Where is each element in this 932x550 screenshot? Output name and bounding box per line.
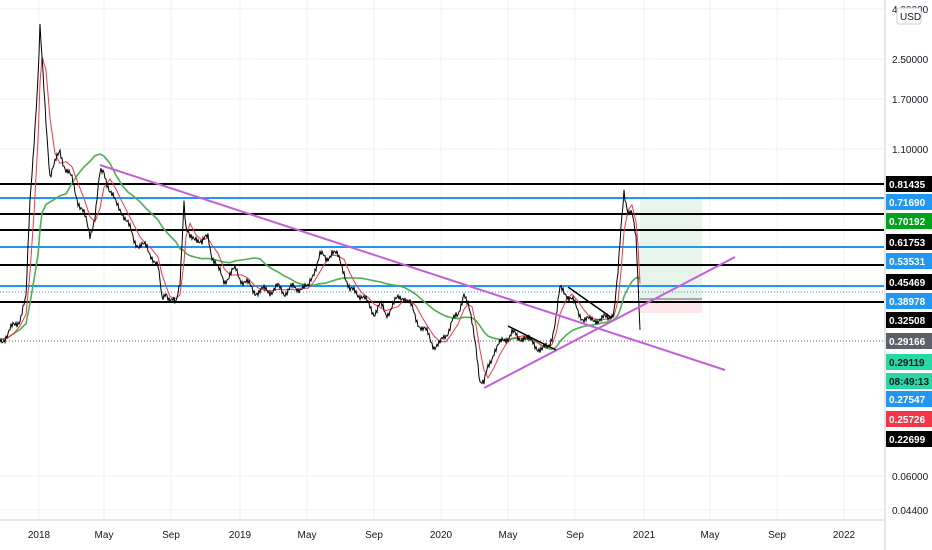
price-tag-bg-5: [886, 274, 932, 290]
price-tag-12: 0.25726: [889, 415, 926, 426]
price-tag-bg-6: [886, 293, 932, 309]
price-tag-11: 0.27547: [889, 395, 926, 406]
price-tag-bg-7: [886, 312, 932, 328]
time-axis-tick-9: 2021: [633, 530, 656, 541]
currency-badge-box: [896, 7, 922, 25]
price-tag-7: 0.32508: [889, 316, 926, 327]
horizontal-levels: [0, 183, 884, 342]
price-tag-13: 0.22699: [889, 435, 926, 446]
price-tag-bg-2: [886, 213, 932, 229]
price-tag-bg-12: [886, 411, 932, 427]
price-tag-bg-13: [886, 431, 932, 447]
time-axis-tick-7: May: [499, 530, 518, 541]
price-tag-5: 0.45469: [889, 278, 926, 289]
price-tag-9: 0.29119: [889, 358, 925, 369]
currency-badge[interactable]: USD: [896, 7, 922, 25]
time-axis-tick-5: Sep: [365, 530, 383, 541]
price-axis-tick-5: 0.04400: [892, 506, 929, 517]
price-axis-tick-4: 0.06000: [892, 472, 929, 483]
time-axis-tick-4: May: [298, 530, 317, 541]
price-tag-10: 08:49:13: [889, 377, 929, 388]
price-line: [0, 23, 641, 385]
currency-label: USD: [900, 12, 921, 23]
price-tag-bg-0: [886, 176, 932, 192]
price-tag-bg-8: [886, 333, 932, 349]
price-axis-tick-3: 1.10000: [892, 145, 929, 156]
price-tag-0: 0.81435: [889, 180, 926, 191]
price-tag-bg-4: [886, 253, 932, 269]
price-tag-4: 0.53531: [889, 257, 926, 268]
trendlines: [99, 164, 736, 389]
trendline-descending: [99, 164, 726, 371]
time-axis-tick-1: May: [95, 530, 114, 541]
price-tag-1: 0.71690: [889, 198, 926, 209]
ema-fast-line: [0, 56, 641, 379]
time-axis-tick-12: 2022: [833, 530, 856, 541]
price-tag-bg-3: [886, 234, 932, 250]
trendline-small-2: [567, 286, 613, 319]
price-series: [0, 23, 641, 385]
time-axis-tick-2: Sep: [162, 530, 180, 541]
time-axis-tick-10: May: [701, 530, 720, 541]
price-tag-2: 0.70192: [889, 217, 926, 228]
ema-slow-line: [0, 153, 641, 351]
time-axis-tick-8: Sep: [566, 530, 584, 541]
time-axis-tick-0: 2018: [28, 530, 51, 541]
time-axis-tick-3: 2019: [229, 530, 252, 541]
trendline-small-1: [507, 325, 557, 351]
price-tag-bg-10: [886, 373, 932, 389]
time-axis-tick-6: 2020: [430, 530, 453, 541]
time-axis[interactable]: 2018 May Sep 2019 May Sep 2020 May Sep 2021 May Sep…: [28, 530, 856, 541]
price-tag-bg-11: [886, 391, 932, 407]
price-tag-bg-1: [886, 194, 932, 210]
price-axis[interactable]: 4.000002.500001.700001.100000.060000.044…: [886, 5, 932, 517]
time-axis-tick-11: Sep: [768, 530, 786, 541]
price-tag-8: 0.29166: [889, 337, 926, 348]
trendline-ascending: [483, 256, 736, 389]
price-tag-bg-9: [886, 354, 932, 370]
price-tag-3: 0.61753: [889, 238, 926, 249]
price-axis-tick-1: 2.50000: [892, 55, 929, 66]
price-axis-tick-2: 1.70000: [892, 95, 929, 106]
grid: [0, 0, 886, 550]
price-tag-6: 0.38978: [889, 297, 926, 308]
